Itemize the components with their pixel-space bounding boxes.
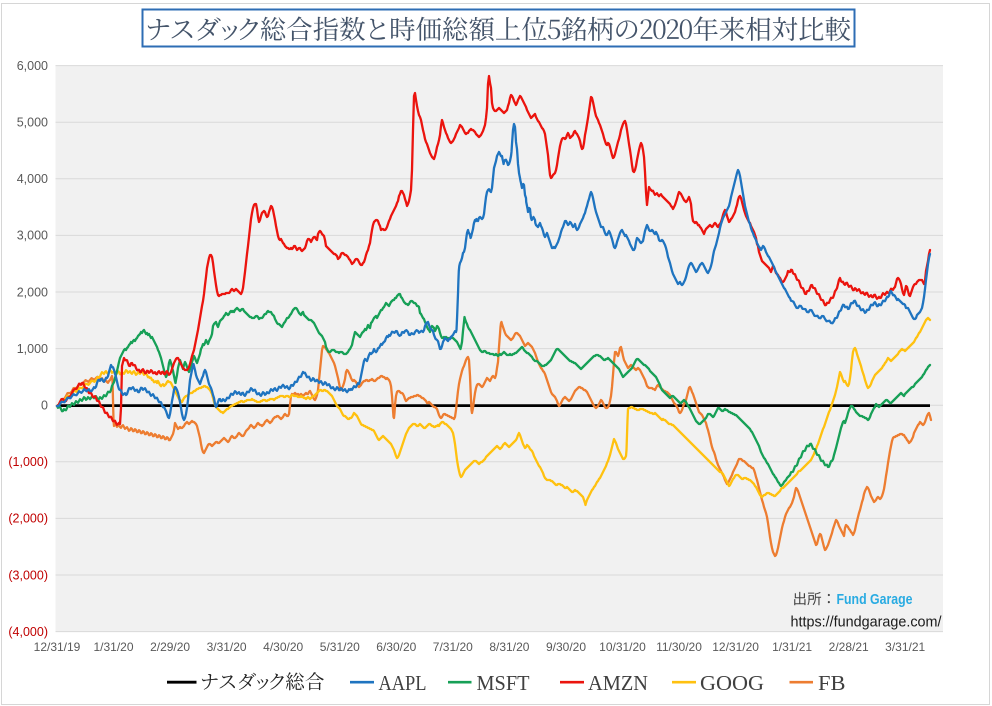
svg-text:FB: FB [818, 671, 846, 695]
svg-text:8/31/20: 8/31/20 [489, 640, 529, 654]
svg-text:GOOG: GOOG [700, 671, 764, 695]
svg-text:0: 0 [41, 399, 48, 413]
svg-text:11/30/20: 11/30/20 [656, 640, 702, 654]
svg-text:AAPL: AAPL [379, 671, 427, 695]
svg-text:5/31/20: 5/31/20 [320, 640, 360, 654]
svg-text:9/30/20: 9/30/20 [546, 640, 586, 654]
svg-text:7/31/20: 7/31/20 [433, 640, 473, 654]
svg-text:6/30/20: 6/30/20 [376, 640, 416, 654]
svg-text:3,000: 3,000 [17, 229, 48, 243]
svg-text:MSFT: MSFT [477, 671, 530, 695]
svg-text:4/30/20: 4/30/20 [263, 640, 303, 654]
svg-text:(1,000): (1,000) [8, 455, 48, 469]
svg-text:(3,000): (3,000) [8, 568, 48, 582]
svg-text:AMZN: AMZN [588, 671, 648, 695]
svg-text:2,000: 2,000 [17, 285, 48, 299]
svg-text:(4,000): (4,000) [8, 625, 48, 639]
svg-text:3/31/20: 3/31/20 [207, 640, 247, 654]
svg-text:1/31/20: 1/31/20 [93, 640, 133, 654]
svg-text:12/31/19: 12/31/19 [34, 640, 81, 654]
svg-text:3/31/21: 3/31/21 [885, 640, 925, 654]
svg-text:2/28/21: 2/28/21 [829, 640, 869, 654]
svg-text:https://fundgarage.com/: https://fundgarage.com/ [791, 615, 943, 631]
svg-text:1,000: 1,000 [17, 342, 48, 356]
svg-text:12/31/20: 12/31/20 [712, 640, 759, 654]
svg-text:2/29/20: 2/29/20 [150, 640, 190, 654]
svg-text:1/31/21: 1/31/21 [772, 640, 812, 654]
svg-text:(2,000): (2,000) [8, 512, 48, 526]
svg-text:Fund Garage: Fund Garage [837, 592, 913, 608]
svg-text:10/31/20: 10/31/20 [599, 640, 646, 654]
svg-text:6,000: 6,000 [17, 59, 48, 73]
svg-text:5,000: 5,000 [17, 116, 48, 130]
svg-text:4,000: 4,000 [17, 172, 48, 186]
